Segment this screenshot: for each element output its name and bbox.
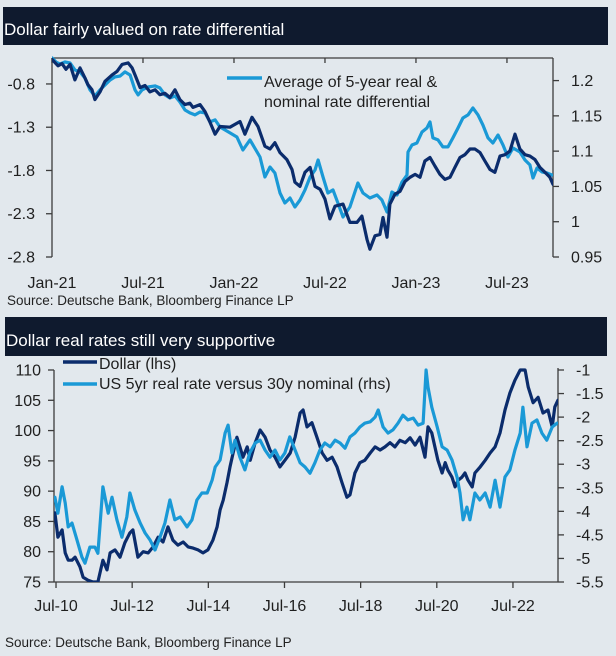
- legend-label-rate-differential-line-2: nominal rate differential: [264, 94, 430, 111]
- legend-label-us-real-rate: US 5yr real rate versus 30y nominal (rhs…: [99, 376, 391, 393]
- chart-2-series: [54, 368, 558, 582]
- chart-2-legend: Dollar (lhs) US 5yr real rate versus 30y…: [63, 356, 391, 393]
- x-tick-label: Jul-14: [187, 598, 231, 615]
- chart-1-series-1-line: [52, 56, 553, 219]
- x-tick-label: Jul-21: [121, 275, 165, 292]
- right-tick-label: -4.5: [576, 527, 604, 544]
- chart-2-source-note: Source: Deutsche Bank, Bloomberg Finance…: [5, 635, 292, 650]
- x-tick-label: Jan-21: [28, 275, 77, 292]
- x-tick-label: Jul-23: [485, 275, 529, 292]
- right-tick-label: 1: [571, 214, 580, 231]
- chart-1-axes: Jan-21 Jul-21 Jan-22 Jul-22 Jan-23 Jul-23 -0.8…: [7, 57, 602, 292]
- right-tick-label: -5: [576, 551, 590, 568]
- right-tick-label: -2.5: [576, 433, 604, 450]
- legend-label-dollar: Dollar (lhs): [99, 356, 176, 373]
- left-tick-label: 90: [23, 484, 41, 501]
- chart-1-legend: Average of 5-year real & nominal rate di…: [227, 74, 437, 111]
- left-tick-label: 100: [14, 423, 41, 440]
- chart-2: Jul-10 Jul-12 Jul-14 Jul-16 Jul-18 Jul-20 Jul-…: [14, 356, 603, 615]
- left-tick-label: -1.8: [7, 163, 35, 180]
- x-tick-label: Jul-12: [110, 598, 154, 615]
- right-tick-label: -1: [576, 363, 590, 380]
- chart-1-source-note: Source: Deutsche Bank, Bloomberg Finance…: [7, 293, 294, 308]
- right-tick-label: -3.5: [576, 480, 604, 497]
- left-tick-label: -2.3: [7, 206, 35, 223]
- right-tick-label: 1.05: [571, 179, 602, 196]
- chart-2-series-2-line: [54, 368, 558, 565]
- left-tick-label: 75: [23, 575, 41, 592]
- chart-2-axes: Jul-10 Jul-12 Jul-14 Jul-16 Jul-18 Jul-20 Jul-…: [14, 363, 603, 616]
- right-tick-label: 0.95: [571, 250, 602, 267]
- left-tick-label: 105: [14, 393, 41, 410]
- left-tick-label: 110: [15, 363, 41, 380]
- chart-2-title: Dollar real rates still very supportive: [6, 331, 276, 350]
- right-tick-label: -2: [576, 410, 590, 427]
- x-tick-label: Jul-16: [263, 598, 307, 615]
- x-tick-label: Jan-23: [392, 275, 441, 292]
- left-tick-label: -1.3: [7, 120, 35, 137]
- chart-1-title-bar: Dollar fairly valued on rate differentia…: [3, 7, 608, 45]
- chart-2-series-1-line: [54, 368, 558, 582]
- x-tick-label: Jul-18: [339, 598, 383, 615]
- left-tick-label: -0.8: [7, 76, 35, 93]
- chart-1: Jan-21 Jul-21 Jan-22 Jul-22 Jan-23 Jul-23 -0.8…: [7, 56, 602, 292]
- x-tick-label: Jul-10: [34, 598, 78, 615]
- right-tick-label: -5.5: [576, 575, 604, 592]
- chart-2-title-bar: Dollar real rates still very supportive: [5, 317, 607, 356]
- right-tick-label: -3: [576, 457, 590, 474]
- chart-1-title: Dollar fairly valued on rate differentia…: [4, 20, 285, 39]
- right-tick-label: 1.2: [571, 73, 593, 90]
- chart-1-series: [52, 56, 553, 251]
- right-tick-label: -4: [576, 504, 590, 521]
- left-tick-label: 95: [23, 453, 41, 470]
- x-tick-label: Jul-22: [491, 598, 535, 615]
- legend-label-rate-differential-line-1: Average of 5-year real &: [264, 74, 437, 91]
- left-tick-label: 80: [23, 544, 41, 561]
- right-tick-label: -1.5: [576, 386, 604, 403]
- left-tick-label: -2.8: [7, 250, 35, 267]
- x-tick-label: Jan-22: [210, 275, 259, 292]
- right-tick-label: 1.15: [571, 108, 602, 125]
- chart-1-series-2-line: [52, 57, 553, 251]
- x-tick-label: Jul-22: [303, 275, 347, 292]
- x-tick-label: Jul-20: [415, 598, 459, 615]
- left-tick-label: 85: [23, 514, 41, 531]
- right-tick-label: 1.1: [571, 144, 593, 161]
